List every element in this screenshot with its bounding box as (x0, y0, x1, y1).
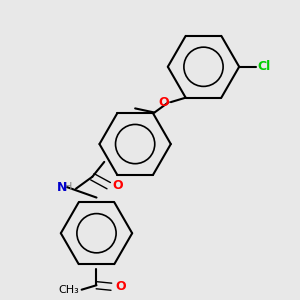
Text: O: O (112, 179, 123, 192)
Text: Cl: Cl (257, 60, 270, 73)
Text: O: O (158, 96, 169, 109)
Text: CH₃: CH₃ (58, 285, 79, 295)
Text: H: H (64, 182, 72, 192)
Text: O: O (115, 280, 126, 293)
Text: N: N (57, 181, 67, 194)
